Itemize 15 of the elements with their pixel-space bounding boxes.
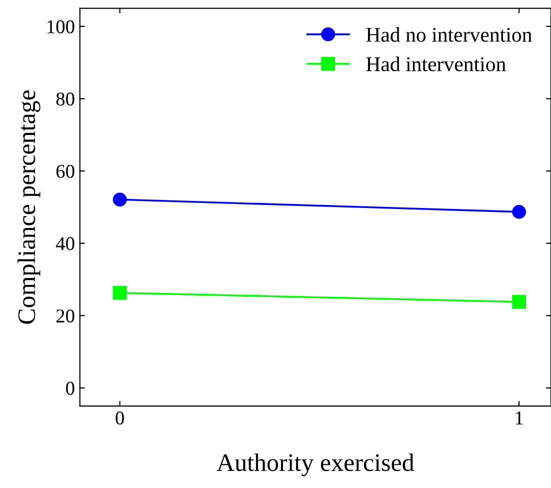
y-tick-label: 0 bbox=[66, 382, 74, 395]
y-axis-title: Compliance percentage bbox=[18, 90, 40, 324]
y-tick-label: 80 bbox=[56, 92, 74, 106]
point bbox=[512, 294, 526, 309]
y-tick-label: 100 bbox=[48, 20, 74, 34]
x-tick-label: 1 bbox=[516, 412, 523, 424]
point bbox=[512, 204, 526, 219]
legend-label: Had intervention bbox=[366, 56, 506, 72]
legend-label: Had no intervention bbox=[366, 27, 532, 42]
point bbox=[112, 286, 127, 300]
y-tick-label: 20 bbox=[56, 309, 74, 323]
y-tick-label: 40 bbox=[56, 237, 74, 250]
point bbox=[112, 192, 127, 207]
y-tick-label: 60 bbox=[56, 164, 74, 178]
x-axis-title: Authority exercised bbox=[216, 454, 414, 476]
